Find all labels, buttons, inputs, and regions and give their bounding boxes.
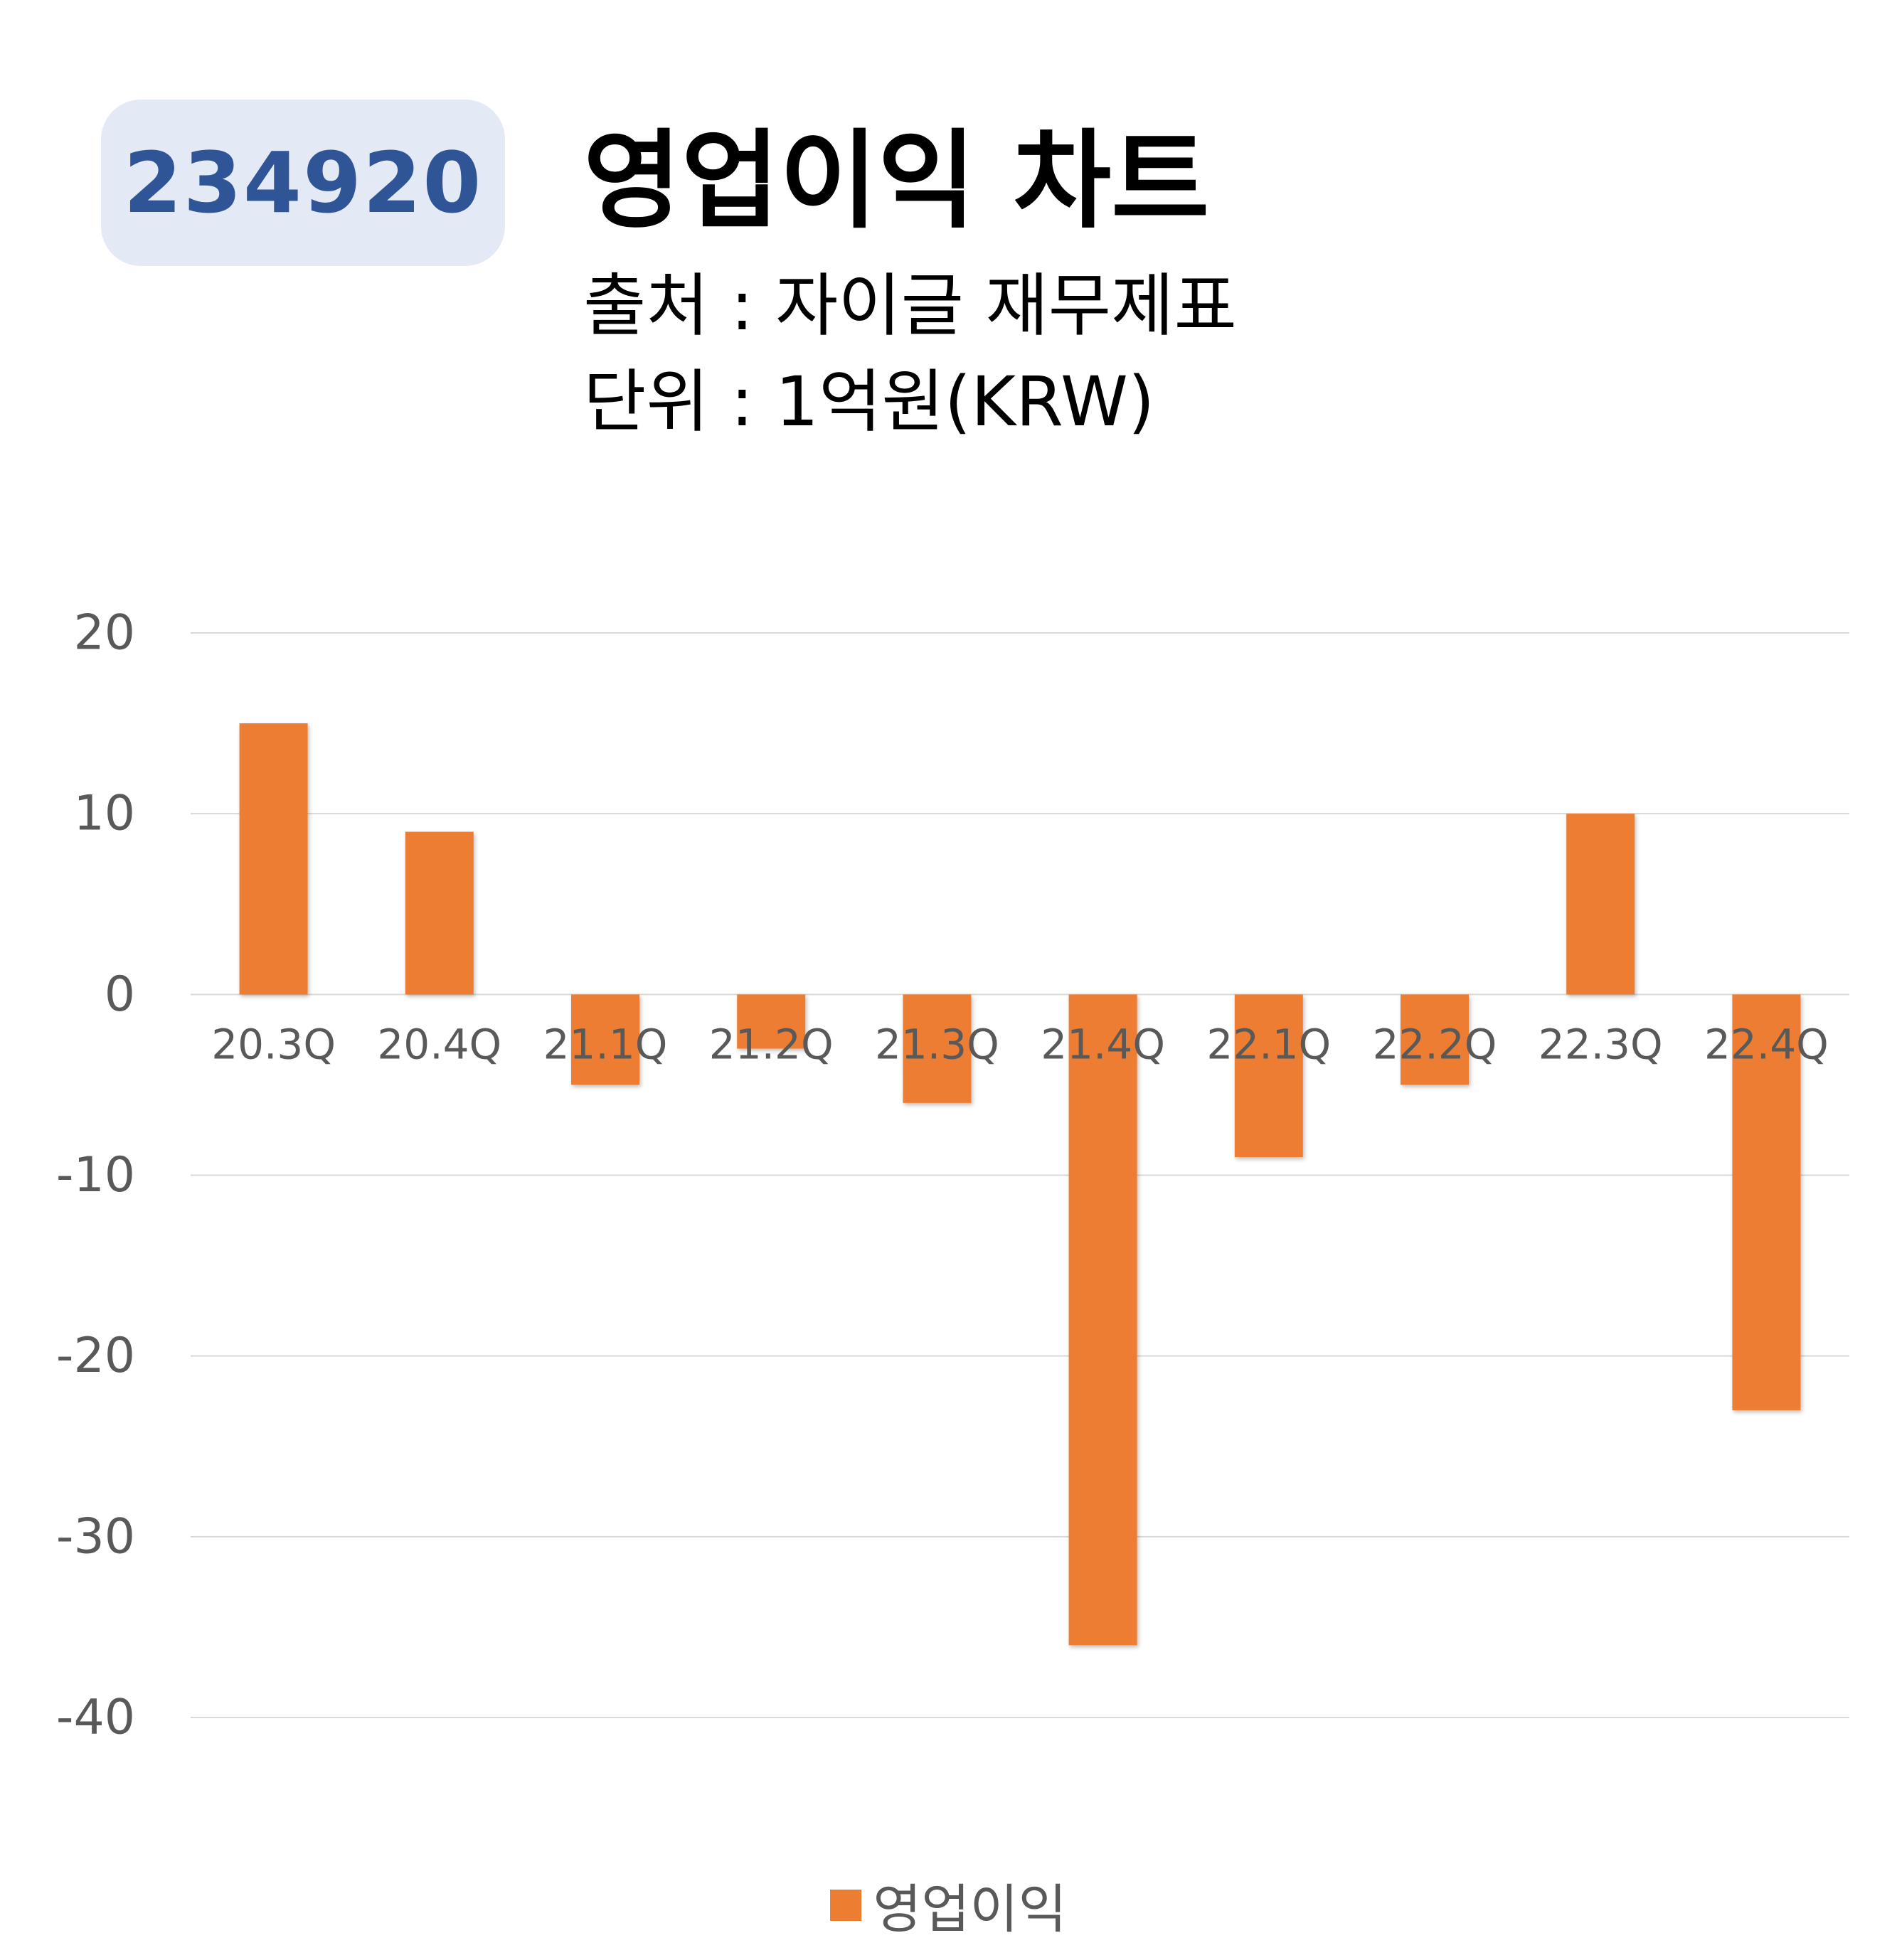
label-layer: 20 10 0 -10 -20 -30 -40 20.3Q 20.4Q 21.1Q 21.2Q 21.… [56, 605, 1829, 1746]
bar-21.2Q [737, 994, 806, 1049]
bar-20.3Q [239, 723, 308, 995]
bar-22.4Q [1732, 994, 1801, 1410]
bar-20.4Q [405, 831, 474, 995]
y-tick-label: 10 [73, 786, 135, 842]
y-tick-label: 20 [73, 605, 135, 661]
x-category-label: 20.3Q [211, 1020, 336, 1068]
y-tick-label: -40 [56, 1690, 135, 1746]
bar-22.3Q [1566, 814, 1635, 995]
grid-layer [191, 632, 1849, 1718]
bar-21.1Q [571, 994, 639, 1085]
legend: 영업이익 [0, 1867, 1897, 1943]
stock-code: 234920 [123, 134, 483, 232]
bar-21.4Q [1068, 994, 1137, 1646]
page-title: 영업이익 차트 [583, 119, 1210, 243]
bar-21.3Q [903, 994, 972, 1103]
bar-22.2Q [1401, 994, 1469, 1085]
y-tick-label: 0 [105, 966, 135, 1023]
bar-22.1Q [1234, 994, 1303, 1158]
stock-code-badge: 234920 [101, 100, 505, 266]
y-tick-label: -30 [56, 1508, 135, 1565]
y-tick-label: -10 [56, 1147, 135, 1203]
x-category-label: 22.2Q [1373, 1020, 1497, 1068]
source-line: 출처 : 자이글 재무제표 [583, 266, 1237, 346]
x-category-label: 20.4Q [377, 1020, 501, 1068]
x-category-label: 21.1Q [543, 1020, 668, 1068]
legend-swatch [830, 1889, 862, 1921]
x-category-label: 21.2Q [709, 1020, 834, 1068]
legend-label: 영업이익 [873, 1879, 1067, 1940]
bar-layer [239, 723, 1801, 1646]
x-category-label: 21.3Q [875, 1020, 999, 1068]
x-category-label: 21.4Q [1041, 1020, 1165, 1068]
x-category-label: 22.3Q [1539, 1020, 1663, 1068]
x-category-label: 22.4Q [1704, 1020, 1829, 1068]
y-tick-label: -20 [56, 1328, 135, 1384]
x-category-label: 22.1Q [1206, 1020, 1331, 1068]
unit-line: 단위 : 1억원(KRW) [583, 362, 1155, 442]
